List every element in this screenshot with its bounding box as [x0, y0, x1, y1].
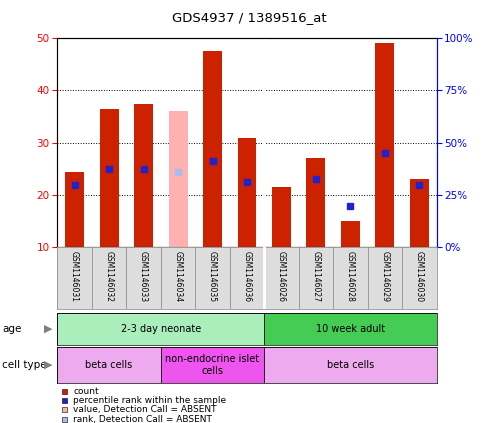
- Text: GSM1146026: GSM1146026: [277, 250, 286, 302]
- Text: GSM1146036: GSM1146036: [243, 250, 251, 302]
- Text: non-endocrine islet
cells: non-endocrine islet cells: [166, 354, 259, 376]
- Text: GSM1146031: GSM1146031: [70, 250, 79, 302]
- Bar: [161, 347, 264, 383]
- Text: ▶: ▶: [44, 360, 52, 370]
- Bar: [57, 347, 161, 383]
- Text: GSM1146032: GSM1146032: [105, 250, 114, 302]
- Text: GSM1146028: GSM1146028: [346, 250, 355, 302]
- Bar: [341, 221, 360, 247]
- Text: GSM1146030: GSM1146030: [415, 250, 424, 302]
- Bar: [134, 104, 153, 247]
- Bar: [264, 347, 437, 383]
- Text: beta cells: beta cells: [327, 360, 374, 370]
- Text: GDS4937 / 1389516_at: GDS4937 / 1389516_at: [172, 11, 327, 24]
- Text: GSM1146027: GSM1146027: [311, 250, 320, 302]
- Text: GSM1146034: GSM1146034: [174, 250, 183, 302]
- Text: cell type: cell type: [2, 360, 47, 370]
- Text: GSM1146033: GSM1146033: [139, 250, 148, 302]
- Bar: [306, 159, 325, 247]
- Bar: [100, 109, 119, 247]
- Text: rank, Detection Call = ABSENT: rank, Detection Call = ABSENT: [73, 415, 212, 423]
- Text: GSM1146029: GSM1146029: [380, 250, 389, 302]
- Bar: [203, 51, 222, 247]
- Text: percentile rank within the sample: percentile rank within the sample: [73, 396, 227, 405]
- Bar: [410, 179, 429, 247]
- Text: 2-3 day neonate: 2-3 day neonate: [121, 324, 201, 334]
- Bar: [65, 172, 84, 247]
- Bar: [264, 313, 437, 345]
- Text: ▶: ▶: [44, 324, 52, 334]
- Bar: [375, 43, 394, 247]
- Text: 10 week adult: 10 week adult: [316, 324, 385, 334]
- Bar: [169, 111, 188, 247]
- Text: GSM1146035: GSM1146035: [208, 250, 217, 302]
- Text: beta cells: beta cells: [85, 360, 133, 370]
- Bar: [238, 137, 256, 247]
- Bar: [57, 313, 264, 345]
- Text: value, Detection Call = ABSENT: value, Detection Call = ABSENT: [73, 405, 217, 415]
- Text: age: age: [2, 324, 22, 334]
- Bar: [272, 187, 291, 247]
- Text: count: count: [73, 387, 99, 396]
